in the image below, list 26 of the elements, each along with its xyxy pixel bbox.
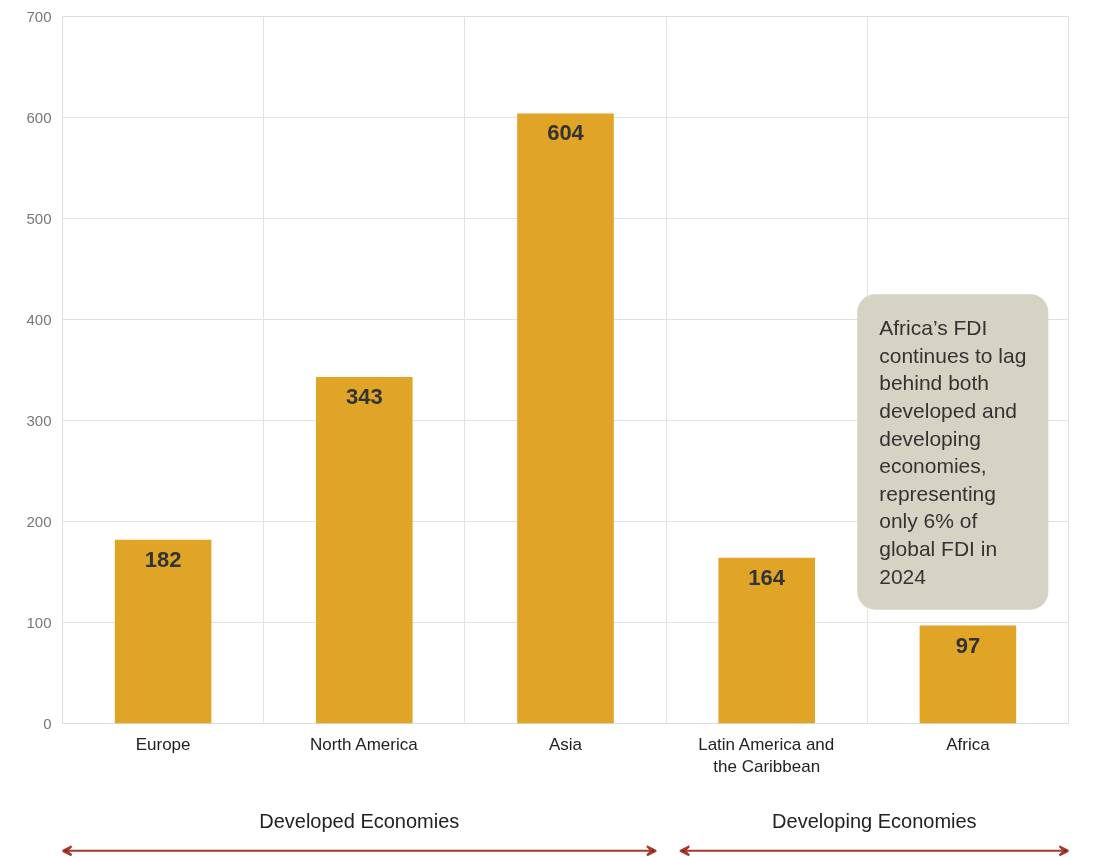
data-label: 343 (345, 384, 383, 410)
y-tick-label: 200 (26, 512, 52, 530)
bar (114, 539, 212, 724)
data-label: 97 (955, 632, 981, 658)
bar (517, 113, 614, 724)
x-tick-label: Asia (548, 734, 583, 754)
y-tick-label: 500 (26, 209, 52, 227)
bar (919, 625, 1017, 724)
text: Africa’s FDI continues to lag behind both developed and developing economies, representing only 6% of global FDI in 2024 (879, 316, 1027, 588)
data-label: 182 (144, 546, 182, 572)
bar (718, 557, 815, 724)
x-tick-label: Europe (135, 734, 191, 754)
x-tick-label: North America (309, 734, 419, 754)
y-tick-label: 700 (26, 7, 52, 25)
y-tick-label: 100 (26, 613, 52, 631)
y-tick-label: 400 (26, 310, 52, 328)
y-tick-label: 0 (43, 714, 52, 732)
text: Developed Economies (259, 809, 460, 832)
x-tick-label: Latin America and the Caribbean (698, 734, 835, 777)
y-tick-label: 600 (26, 108, 52, 126)
data-label: 604 (547, 120, 585, 146)
text: Developing Economies (772, 809, 977, 832)
bar (316, 377, 413, 724)
data-label: 164 (748, 564, 786, 590)
x-tick-label: Africa (946, 734, 991, 754)
y-tick-label: 300 (26, 411, 52, 429)
